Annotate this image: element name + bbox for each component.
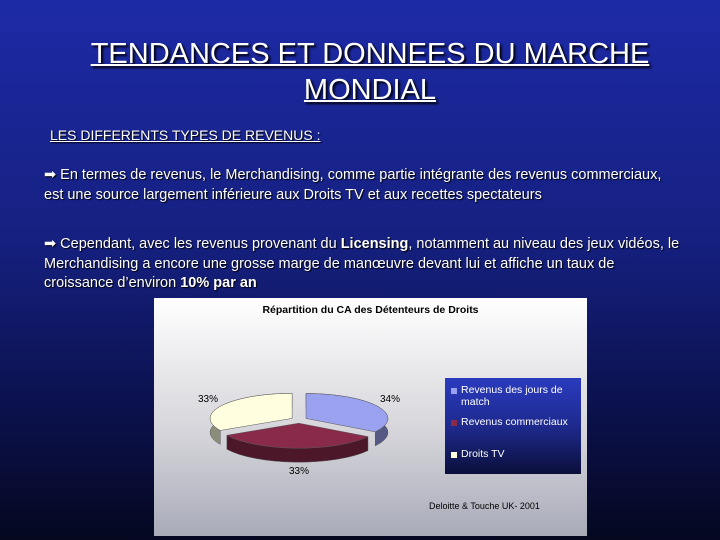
paragraph-2-text-a: Cependant, avec les revenus provenant du — [60, 236, 341, 252]
bullet-paragraph-1: ➡ En termes de revenus, le Merchandising,… — [44, 166, 684, 205]
legend-swatch — [451, 420, 457, 426]
pie-slice-top — [226, 422, 369, 449]
pie-slice-top — [305, 393, 389, 433]
legend-item-commercial-revenue: Revenus commerciaux — [451, 416, 579, 428]
pie-slice-label: 33% — [289, 466, 309, 477]
paragraph-1-text: En termes de revenus, le Merchandising, … — [44, 167, 662, 203]
legend-label: Droits TV — [461, 448, 505, 460]
legend-swatch — [451, 388, 457, 394]
legend-swatch — [451, 452, 457, 458]
pie-slice-label: 34% — [380, 394, 400, 405]
chart-source: Deloitte & Touche UK- 2001 — [429, 501, 540, 511]
chart-legend: Revenus des jours de match Revenus comme… — [445, 378, 581, 474]
pie-chart-panel: Répartition du CA des Détenteurs de Droi… — [154, 298, 587, 536]
chart-title: Répartition du CA des Détenteurs de Droi… — [262, 304, 479, 316]
section-subtitle: LES DIFFERENTS TYPES DE REVENUS : — [50, 127, 321, 143]
pie-slice — [305, 393, 389, 447]
pie-slice-top — [209, 393, 293, 431]
legend-label: Revenus des jours de match — [461, 384, 563, 408]
paragraph-2-growth-rate: 10% par an — [180, 275, 257, 291]
pie-slice — [226, 422, 369, 463]
pie-chart: 34% 33% 33% — [198, 393, 400, 477]
arrow-bullet-icon: ➡ — [44, 167, 57, 183]
arrow-bullet-icon: ➡ — [44, 236, 57, 252]
pie-slice-label: 33% — [198, 394, 218, 405]
legend-label: Revenus commerciaux — [461, 416, 568, 428]
paragraph-2-text-c: , notamment au niveau des jeux vidéos, l… — [44, 236, 680, 291]
pie-slice — [209, 393, 293, 445]
paragraph-2-licensing: Licensing — [340, 236, 409, 252]
slide-title-line1: TENDANCES ET DONNEES DU MARCHE — [90, 38, 650, 70]
slide-title: TENDANCES ET DONNEES DU MARCHE MONDIAL — [40, 36, 700, 108]
legend-item-match-revenue: Revenus des jours de match — [451, 384, 579, 408]
bullet-paragraph-2: ➡ Cependant, avec les revenus provenant d… — [44, 235, 684, 294]
slide-title-line2: MONDIAL — [303, 74, 437, 106]
legend-item-tv-rights: Droits TV — [451, 448, 579, 460]
